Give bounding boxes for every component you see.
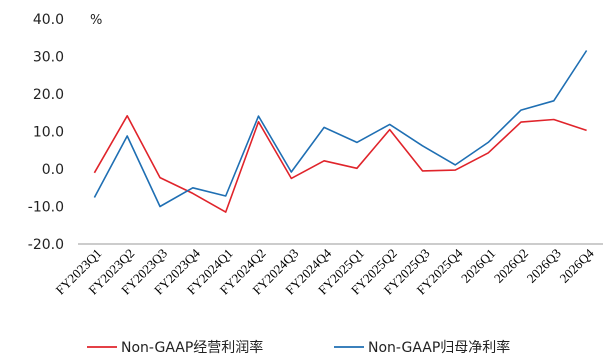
x-tick-label: 2026Q3 bbox=[524, 246, 564, 286]
x-tick-label: 2026Q2 bbox=[491, 246, 531, 286]
unit-label: % bbox=[90, 13, 102, 28]
series-2-point bbox=[389, 123, 391, 125]
series-1-point bbox=[520, 121, 522, 123]
series-2-point bbox=[192, 187, 194, 189]
y-tick-label: 30.0 bbox=[33, 50, 64, 66]
series-2-point bbox=[553, 100, 555, 102]
series-2-point bbox=[454, 164, 456, 166]
series-2-point bbox=[520, 109, 522, 111]
legend-label-2: Non-GAAP归母净利率 bbox=[368, 339, 510, 356]
series-2-point bbox=[585, 49, 587, 51]
series-1-point bbox=[454, 169, 456, 171]
series-1-point bbox=[356, 167, 358, 169]
y-axis: -20.0 -10.0 0.0 10.0 20.0 30.0 40.0 bbox=[28, 12, 64, 253]
series-2-point bbox=[290, 171, 292, 173]
series-2-point bbox=[93, 196, 95, 198]
y-tick-label: 20.0 bbox=[33, 87, 64, 103]
series-1-point bbox=[225, 211, 227, 213]
x-axis-ticks: FY2023Q1FY2023Q2FY2023Q3FY2023Q4FY2024Q1… bbox=[53, 245, 598, 297]
series-1-point bbox=[290, 177, 292, 179]
series-1-point bbox=[257, 121, 259, 123]
series-2-point bbox=[225, 195, 227, 197]
series-line-2 bbox=[93, 50, 588, 208]
y-tick-label: 40.0 bbox=[33, 12, 64, 28]
series-1-point bbox=[421, 170, 423, 172]
series-1-point bbox=[126, 115, 128, 117]
series-2-point bbox=[126, 135, 128, 137]
series-1-point bbox=[585, 129, 587, 131]
series-1-point bbox=[487, 152, 489, 154]
series-1-point bbox=[93, 172, 95, 174]
series-2-point bbox=[356, 141, 358, 143]
series-1-point bbox=[192, 192, 194, 194]
series-2-point bbox=[159, 205, 161, 207]
y-tick-label: -10.0 bbox=[28, 200, 64, 216]
series-line-1 bbox=[93, 115, 587, 213]
legend-label-1: Non-GAAP经营利润率 bbox=[121, 339, 263, 356]
series-1-point bbox=[159, 176, 161, 178]
x-tick-label: 2026Q4 bbox=[556, 245, 597, 286]
series-2-point bbox=[257, 115, 259, 117]
series-2-point bbox=[323, 126, 325, 128]
series-1-point bbox=[553, 118, 555, 120]
series-1-point bbox=[323, 160, 325, 162]
series-layer bbox=[93, 49, 588, 213]
y-tick-label: 0.0 bbox=[42, 162, 64, 178]
series-2-point bbox=[487, 141, 489, 143]
x-tick-label: 2026Q1 bbox=[458, 246, 498, 286]
series-2-point bbox=[421, 145, 423, 147]
y-tick-label: 10.0 bbox=[33, 125, 64, 141]
y-tick-label: -20.0 bbox=[28, 237, 64, 253]
series-1-point bbox=[389, 128, 391, 130]
legend: Non-GAAP经营利润率 Non-GAAP归母净利率 bbox=[87, 339, 510, 356]
